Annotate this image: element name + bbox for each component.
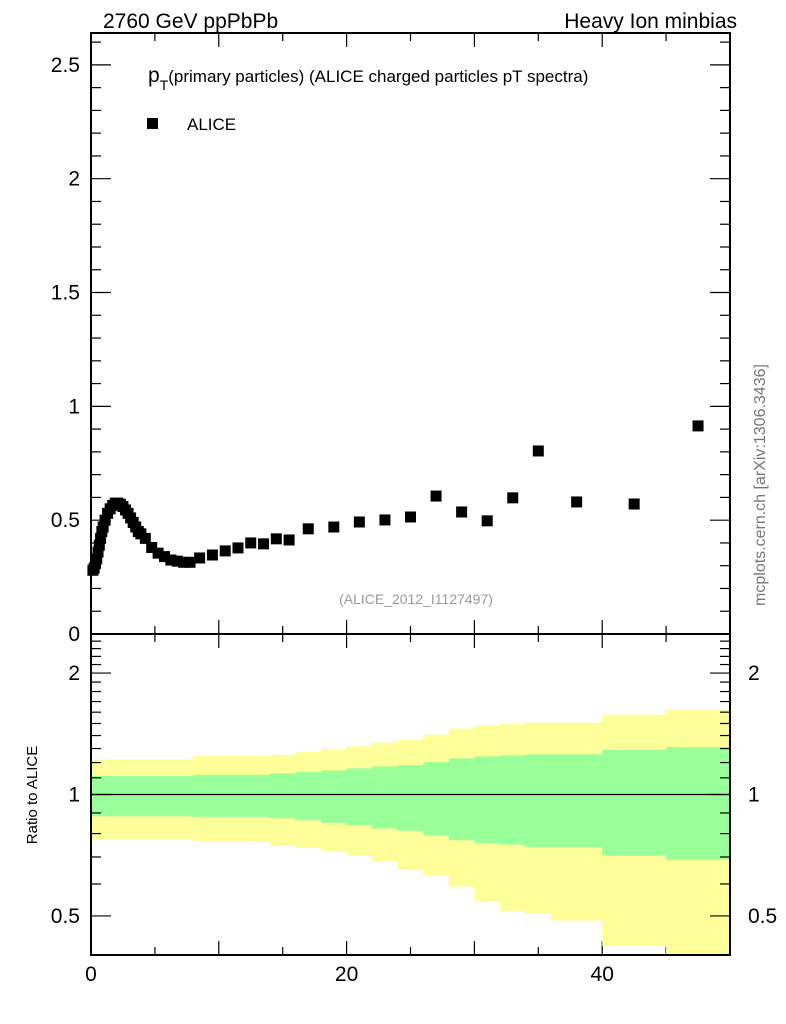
data-point	[628, 498, 640, 510]
ratio-y-tick-label-left: 2	[68, 662, 80, 685]
data-point	[91, 553, 103, 565]
y-tick-label: 2.5	[51, 54, 80, 77]
data-point	[328, 521, 340, 533]
ratio-plot: 0 20 40 0.5 0.5 1 1 2 2	[51, 633, 777, 986]
data-point	[97, 521, 109, 533]
data-point	[92, 546, 104, 558]
ratio-band-green	[269, 773, 296, 819]
ratio-y-tick-label-right: 0.5	[748, 905, 777, 928]
data-point	[270, 533, 282, 545]
data-point	[232, 542, 244, 554]
data-point	[283, 534, 295, 546]
ratio-band-green	[397, 765, 424, 831]
legend-marker-alice	[147, 118, 158, 129]
data-point	[152, 547, 164, 559]
ratio-band-green	[91, 776, 194, 817]
data-point	[507, 492, 519, 504]
mcplots-side-label: mcplots.cern.ch [arXiv:1306.3436]	[752, 364, 769, 606]
ratio-band-green	[551, 754, 603, 848]
reference-label: (ALICE_2012_I1127497)	[339, 591, 493, 607]
ratio-band-green	[602, 750, 667, 856]
data-point	[165, 554, 177, 566]
legend-label-alice: ALICE	[187, 115, 236, 134]
y-tick-label: 2	[68, 168, 80, 191]
ratio-band-green	[666, 747, 731, 860]
ratio-band-green	[193, 774, 271, 817]
ratio-band-green	[295, 772, 322, 821]
data-point	[258, 538, 270, 550]
data-point	[405, 511, 416, 523]
data-point	[146, 541, 158, 553]
x-tick-label: 40	[591, 963, 614, 986]
data-point	[571, 496, 583, 508]
data-point	[692, 420, 704, 432]
data-point	[194, 552, 206, 564]
ratio-y-tick-label-left: 1	[68, 784, 80, 807]
plot-title: pT(primary particles) (ALICE charged par…	[148, 64, 588, 93]
data-point	[95, 532, 107, 544]
y-tick-label: 1.5	[51, 282, 80, 305]
y-tick-label: 0.5	[51, 509, 80, 532]
ratio-band-green	[448, 758, 475, 841]
data-point	[139, 532, 151, 544]
data-point	[245, 537, 257, 549]
data-point	[206, 549, 218, 561]
data-point	[456, 506, 468, 518]
data-point	[379, 514, 391, 526]
ratio-y-tick-label-left: 0.5	[51, 905, 80, 928]
data-point	[430, 490, 442, 502]
data-point	[158, 551, 170, 563]
y-tick-label: 1	[68, 395, 80, 418]
ratio-band-green	[346, 768, 373, 826]
header-left: 2760 GeV ppPbPb	[103, 10, 278, 33]
ratio-band-green	[499, 755, 527, 845]
ratio-band-green	[525, 754, 552, 848]
ratio-y-axis-label: Ratio to ALICE	[24, 746, 41, 844]
ratio-y-tick-label-right: 1	[748, 784, 760, 807]
data-point	[302, 523, 314, 535]
data-point	[481, 515, 493, 527]
data-point	[184, 556, 196, 568]
ratio-band-green	[321, 770, 348, 823]
ratio-band-green	[423, 762, 450, 836]
y-tick-label: 0	[68, 623, 80, 646]
x-tick-label: 0	[85, 963, 97, 986]
data-point	[353, 516, 365, 528]
ratio-y-tick-label-right: 2	[748, 662, 760, 685]
data-point	[219, 545, 231, 557]
x-tick-label: 20	[335, 963, 358, 986]
header-right: Heavy Ion minbias	[564, 10, 737, 33]
ratio-band-green	[474, 756, 501, 844]
data-point	[532, 445, 544, 457]
data-point	[93, 539, 105, 551]
data-point	[178, 556, 190, 568]
ratio-band-green	[372, 766, 399, 829]
data-point	[171, 555, 183, 567]
